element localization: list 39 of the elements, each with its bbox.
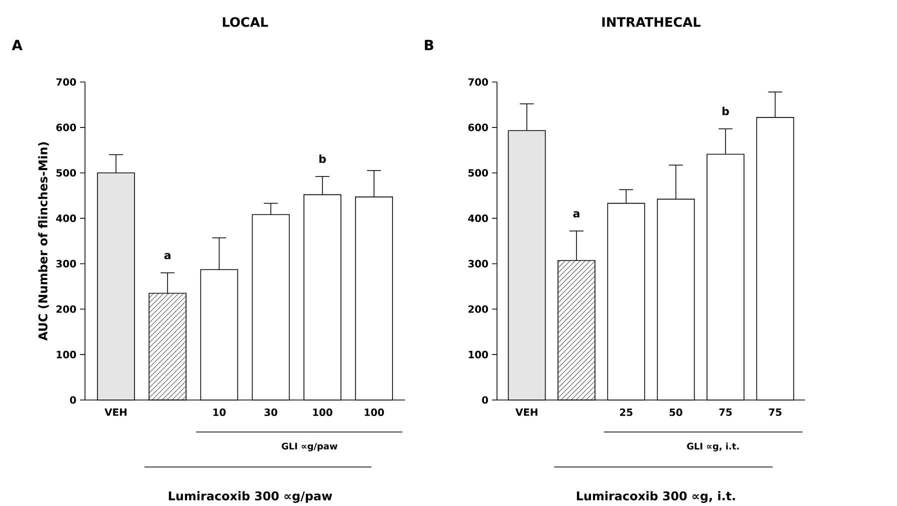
y-tick-label: 300 <box>468 260 488 268</box>
y-tick-label: 100 <box>56 350 76 358</box>
y-tick-label: 600 <box>56 124 76 132</box>
y-tick-label: 300 <box>56 260 76 268</box>
annotation: b <box>722 106 729 116</box>
y-tick-label: 600 <box>468 124 488 132</box>
text: GLI ∝g, i.t. <box>687 442 739 452</box>
text: GLI ∝g/paw <box>282 442 338 452</box>
y-tick-label: 500 <box>468 169 488 177</box>
x-tick-label: VEH <box>515 408 538 416</box>
text: A <box>12 40 22 50</box>
y-tick-label: 100 <box>468 350 488 358</box>
chart-title: INTRATHECAL <box>602 17 701 27</box>
y-tick-label: 700 <box>468 78 488 86</box>
y-tick-label: 500 <box>56 169 76 177</box>
y-tick-label: 400 <box>468 214 488 222</box>
x-tick-label: 75 <box>768 408 782 416</box>
x-axis-title: Lumiracoxib 300 ∝g, i.t. <box>576 491 735 503</box>
x-tick-label: 25 <box>620 408 632 416</box>
x-tick-label: 10 <box>213 408 226 416</box>
y-tick-label: 200 <box>56 305 76 313</box>
text: B <box>424 40 434 50</box>
annotation: a <box>573 211 580 218</box>
y-tick-label: 700 <box>56 78 76 86</box>
x-axis-title: Lumiracoxib 300 ∝g/paw <box>168 491 332 503</box>
annotation: b <box>319 154 326 163</box>
annotation: a <box>164 252 170 260</box>
y-tick-label: 400 <box>56 214 76 222</box>
chart-title: LOCAL <box>222 17 268 27</box>
x-tick-label: VEH <box>104 408 126 416</box>
x-tick-label: 75 <box>719 408 732 416</box>
x-tick-label: 100 <box>313 408 332 416</box>
y-tick-label: 0 <box>70 396 76 404</box>
y-tick-label: 200 <box>468 305 488 313</box>
x-tick-label: 30 <box>264 408 278 416</box>
y-tick-label: 0 <box>482 396 488 404</box>
x-tick-label: 100 <box>364 408 384 416</box>
y-axis-title: AUC (Number of flinches-Min) <box>38 142 49 341</box>
x-tick-label: 50 <box>670 408 682 416</box>
